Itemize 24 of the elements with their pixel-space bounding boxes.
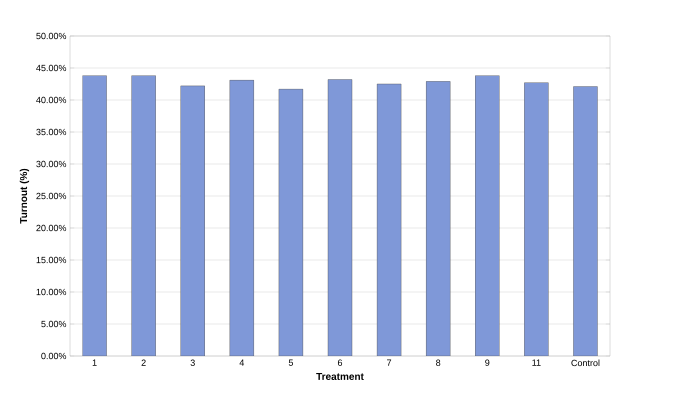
y-tick-label: 30.00%	[36, 160, 66, 168]
x-tick-label: 6	[338, 360, 342, 366]
x-tick-label: 8	[436, 360, 440, 366]
x-tick-label: 11	[532, 360, 541, 366]
y-tick-label: 25.00%	[36, 192, 66, 200]
y-tick-label: 20.00%	[36, 224, 66, 232]
x-tick-label: 5	[288, 360, 294, 366]
y-tick-label: 15.00%	[36, 256, 66, 264]
x-tick-label: 1	[92, 360, 97, 366]
y-axis-title: Turnout (%)	[20, 168, 30, 224]
y-tick-label: 10.00%	[36, 288, 66, 296]
y-tick-label: 5.00%	[41, 320, 66, 328]
x-tick-label: 2	[142, 360, 146, 366]
y-tick-label: 35.00%	[36, 128, 66, 136]
x-tick-label: 7	[387, 360, 392, 366]
x-tick-label: 4	[240, 360, 244, 366]
x-axis-title: Treatment	[316, 373, 364, 380]
x-tick-label: 3	[190, 360, 195, 366]
y-tick-label: 40.00%	[36, 96, 66, 104]
y-tick-label: 50.00%	[36, 32, 66, 40]
x-tick-label: 9	[485, 360, 490, 366]
y-tick-label: 45.00%	[36, 64, 66, 72]
y-tick-label: 0.00%	[41, 352, 66, 360]
x-tick-label: Control	[571, 360, 600, 366]
